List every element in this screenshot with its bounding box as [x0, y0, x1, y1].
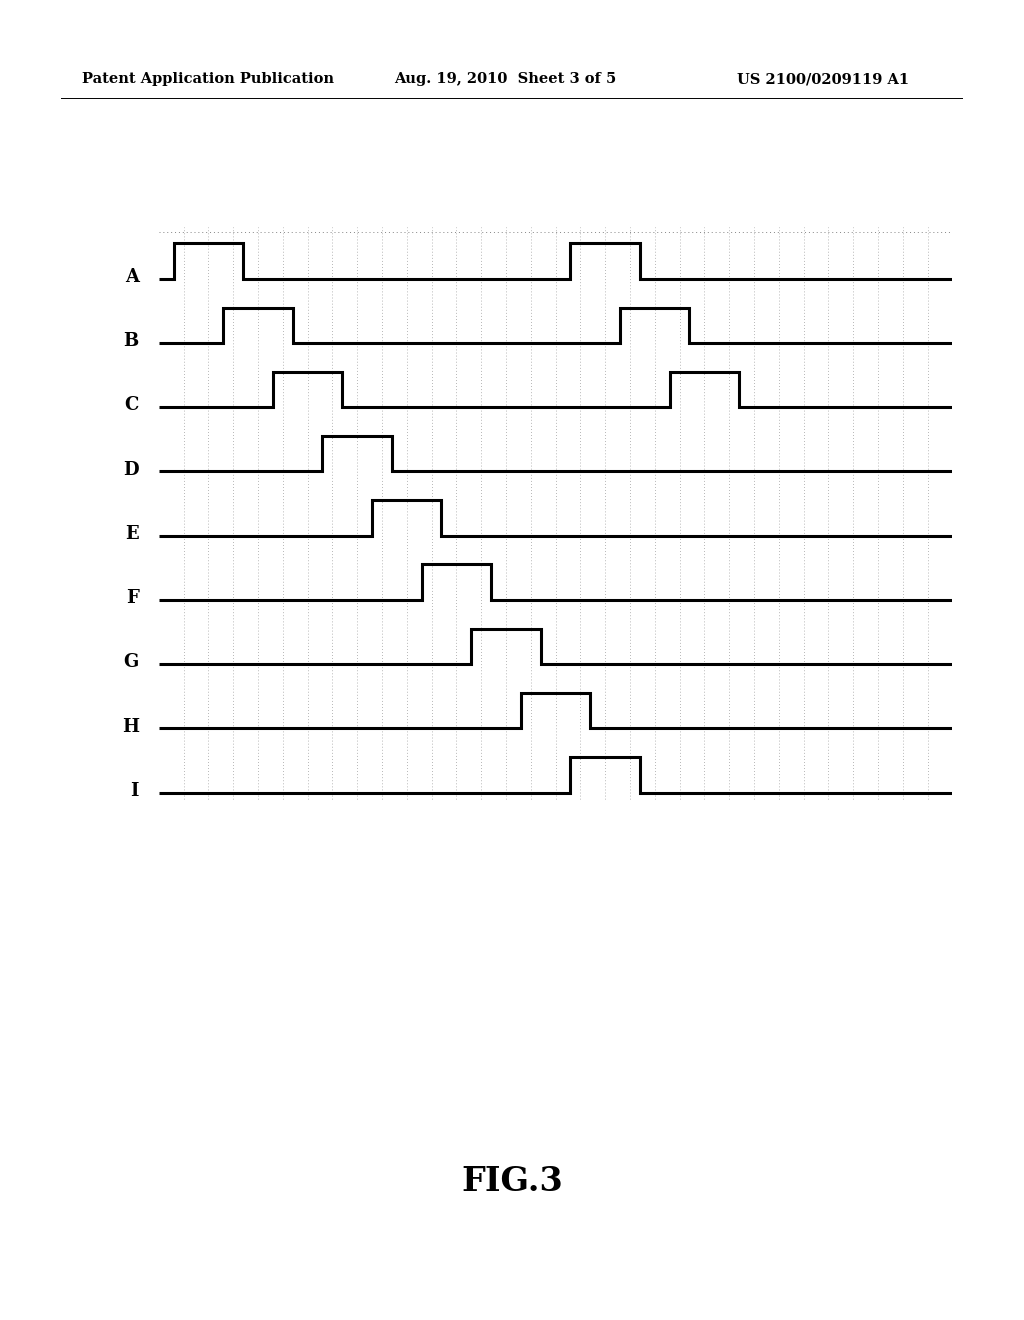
Text: Patent Application Publication: Patent Application Publication	[82, 73, 334, 86]
Text: F: F	[126, 589, 139, 607]
Text: E: E	[125, 525, 139, 543]
Text: D: D	[123, 461, 139, 479]
Text: C: C	[125, 396, 139, 414]
Text: B: B	[124, 333, 139, 350]
Text: A: A	[125, 268, 139, 286]
Text: H: H	[122, 718, 139, 735]
Text: US 2100/0209119 A1: US 2100/0209119 A1	[737, 73, 909, 86]
Text: Aug. 19, 2010  Sheet 3 of 5: Aug. 19, 2010 Sheet 3 of 5	[394, 73, 616, 86]
Text: FIG.3: FIG.3	[461, 1166, 563, 1199]
Text: I: I	[130, 781, 139, 800]
Text: G: G	[124, 653, 139, 672]
